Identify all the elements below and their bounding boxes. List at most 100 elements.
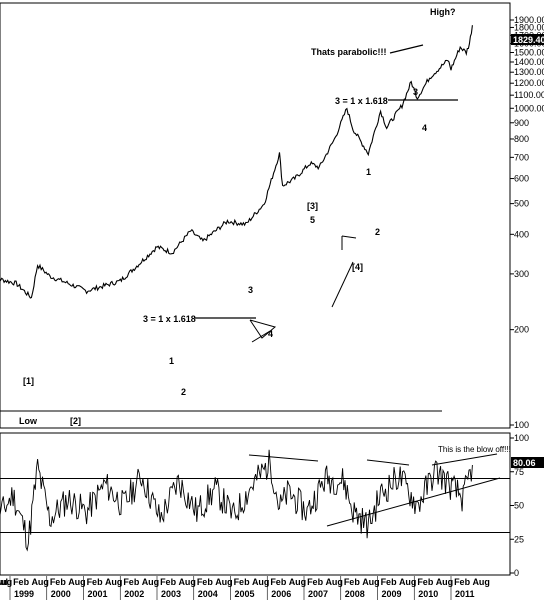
x-year-label: 2011 — [455, 589, 475, 599]
x-month-label: Aug — [105, 577, 123, 587]
x-year-label: 2010 — [418, 589, 438, 599]
wave-label-3-2011: 3 — [413, 87, 418, 97]
price-tick-label: 400 — [514, 229, 529, 239]
price-tick-label: 300 — [514, 269, 529, 279]
x-year-label: 2009 — [382, 589, 402, 599]
osc-tick-label: 100 — [514, 433, 529, 443]
x-month-label: ul — [0, 577, 8, 587]
osc-support-line — [326, 477, 501, 527]
wave-label-bracket-3: [3] — [307, 201, 318, 211]
x-month-label: Feb — [417, 577, 434, 587]
x-month-label: Aug — [31, 577, 49, 587]
x-year-label: 2007 — [308, 589, 328, 599]
x-month-label: Feb — [87, 577, 104, 587]
price-panel-frame — [0, 2, 511, 429]
osc-divergence-line-1 — [248, 454, 319, 462]
price-tick-label: 1000.00 — [514, 103, 544, 113]
wave-label-bracket-4: [4] — [352, 262, 363, 272]
blow-off-pointer — [431, 453, 498, 466]
x-month-label: Aug — [0, 577, 12, 587]
x-year-label: 2005 — [235, 589, 255, 599]
x-month-label: Feb — [197, 577, 214, 587]
triangle-2006-leg — [251, 330, 271, 343]
x-year-label: 1999 — [14, 589, 34, 599]
x-year-label: 2000 — [51, 589, 71, 599]
price-tick-label: 600 — [514, 174, 529, 184]
price-tick-label: 700 — [514, 152, 529, 162]
price-series-line — [0, 25, 473, 299]
wave-label-5: 5 — [310, 215, 315, 225]
x-month-label: Feb — [50, 577, 67, 587]
annotation-blow-off: This is the blow off!!! — [438, 445, 511, 454]
osc-last-value-badge: 80.06 — [511, 457, 544, 468]
osc-tick-label: 75 — [514, 467, 524, 477]
x-month-label: Aug — [142, 577, 160, 587]
price-axis: 100 200 300 400 500 600 700 800 900 1000.00 1100.0… — [510, 15, 544, 430]
wave-label-1-2004: 1 — [169, 356, 174, 366]
x-month-label: Feb — [454, 577, 471, 587]
x-month-label: Aug — [68, 577, 86, 587]
price-tick-label: 100 — [514, 420, 529, 430]
annotation-target-2006: 3 = 1 x 1.618 — [143, 314, 196, 324]
x-month-label: Aug — [362, 577, 380, 587]
price-tick-label: 200 — [514, 325, 529, 335]
x-year-label: 2008 — [345, 589, 365, 599]
x-month-label: Feb — [234, 577, 251, 587]
osc-tick-label: 50 — [514, 501, 524, 511]
annotations: High? Thats parabolic!!! 3 = 1 x 1.618 3… — [19, 7, 511, 454]
price-tick-label: 1400.00 — [514, 57, 544, 67]
oscillator-levels — [0, 478, 510, 533]
wave-label-3-2006: 3 — [248, 285, 253, 295]
price-tick-label: 1900.00 — [514, 15, 544, 25]
oscillator-series-line — [0, 449, 473, 552]
price-tick-label: 1200.00 — [514, 78, 544, 88]
osc-tick-label: 25 — [514, 534, 524, 544]
price-badge-text: 1829.40 — [513, 35, 544, 45]
x-month-label: Feb — [13, 577, 30, 587]
annotation-target-2011: 3 = 1 x 1.618 — [335, 96, 388, 106]
price-tick-label: 1300.00 — [514, 67, 544, 77]
wave-label-bracket-2: [2] — [70, 416, 81, 426]
x-month-label: Aug — [472, 577, 490, 587]
x-year-label: 2003 — [161, 589, 181, 599]
annotation-low: Low — [19, 416, 38, 426]
price-tick-label: 1500.00 — [514, 48, 544, 58]
price-tick-label: 900 — [514, 118, 529, 128]
osc-tick-label: 0 — [514, 568, 519, 578]
price-tick-label: 800 — [514, 134, 529, 144]
price-badge-bg — [511, 34, 544, 45]
x-month-label: Aug — [436, 577, 454, 587]
x-year-label: 2006 — [271, 589, 291, 599]
oscillator-axis: 0 25 50 75 100 — [510, 433, 529, 578]
wave-label-2-2004: 2 — [181, 387, 186, 397]
x-month-label: Aug — [399, 577, 417, 587]
annotation-parabolic: Thats parabolic!!! — [311, 47, 387, 57]
annotation-high: High? — [430, 7, 456, 17]
price-last-value-badge: 1829.40 — [511, 34, 544, 45]
wave-label-bracket-1: [1] — [23, 376, 34, 386]
wave-label-2-2009: 2 — [375, 227, 380, 237]
x-axis: ulAugFebAugFebAugFebAugFebAugFebAugFebAu… — [0, 576, 490, 600]
x-year-label: 2001 — [88, 589, 108, 599]
price-tick-label: 1800.00 — [514, 22, 544, 32]
x-month-label: Aug — [215, 577, 233, 587]
x-year-label: 2004 — [198, 589, 218, 599]
x-year-label: 2002 — [124, 589, 144, 599]
x-month-label: Aug — [289, 577, 307, 587]
x-month-label: Aug — [178, 577, 196, 587]
x-month-label: Aug — [325, 577, 343, 587]
annotation-drawings — [0, 44, 501, 527]
x-month-label: Aug — [252, 577, 270, 587]
wave-label-1-2009: 1 — [366, 167, 371, 177]
osc-divergence-line-2 — [366, 459, 410, 466]
wave-label-4-2006: 4 — [268, 329, 273, 339]
wedge-2008-upper — [341, 235, 357, 239]
x-month-label: Feb — [344, 577, 361, 587]
wedge-2008-lower — [331, 261, 354, 308]
osc-badge-text: 80.06 — [513, 458, 536, 468]
parabolic-pointer — [389, 44, 424, 54]
x-month-label: Feb — [307, 577, 324, 587]
x-month-label: Feb — [381, 577, 398, 587]
